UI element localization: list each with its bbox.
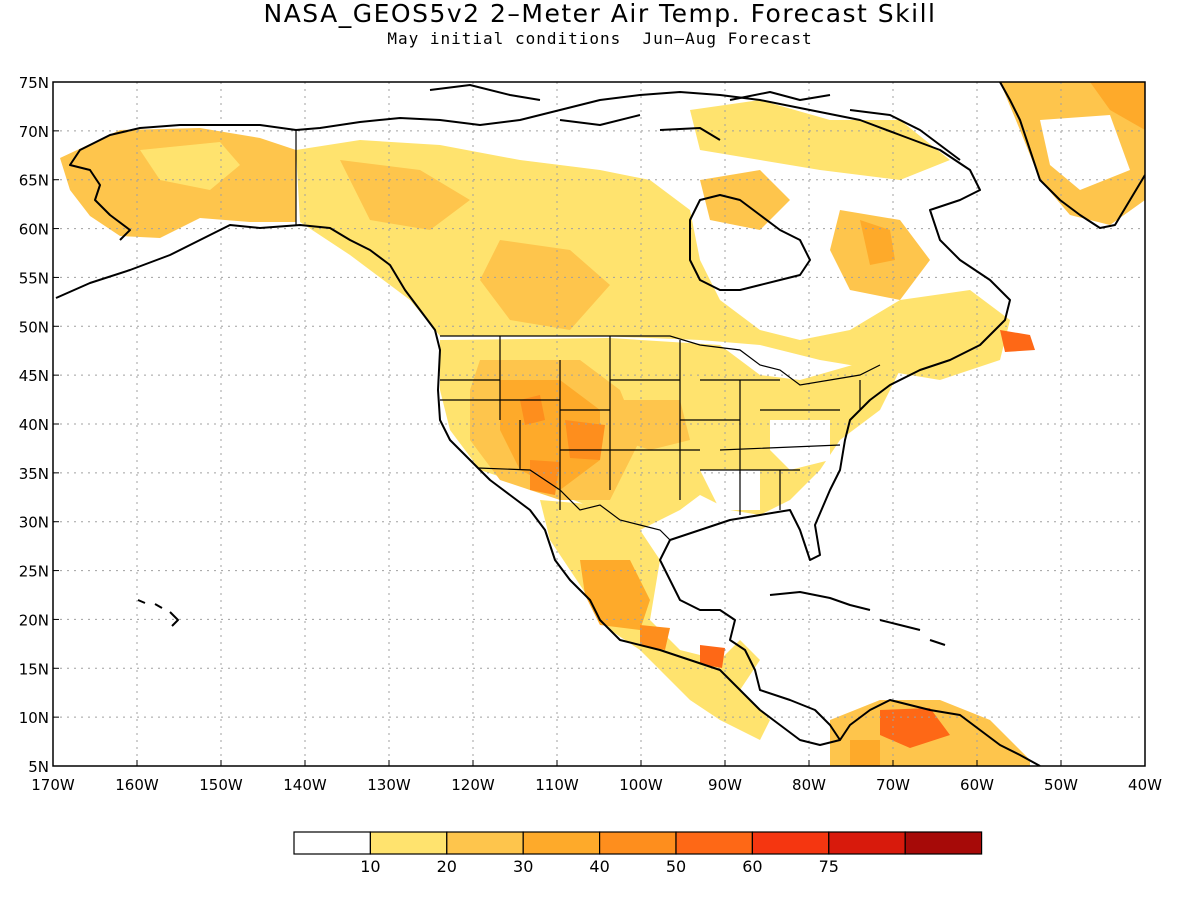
conus-skill-region <box>440 338 900 530</box>
colorbar-label: 10 <box>360 857 380 876</box>
arctic-islands <box>429 84 961 161</box>
colorbar-swatch <box>828 831 906 855</box>
lat-tick-label: 5N <box>28 758 49 776</box>
canada-skill-region <box>296 100 1035 380</box>
lat-tick-label: 65N <box>19 172 49 190</box>
lon-tick-label: 50W <box>1044 776 1078 794</box>
lat-tick-label: 25N <box>19 563 49 581</box>
lon-tick-label: 120W <box>451 776 495 794</box>
lat-tick-label: 75N <box>19 74 49 92</box>
colorbar-swatch <box>598 831 677 855</box>
lat-tick-label: 60N <box>19 221 49 239</box>
colorbar-label: 20 <box>437 857 457 876</box>
south-america-coastline <box>839 699 1041 766</box>
lon-tick-label: 40W <box>1128 776 1162 794</box>
lon-tick-label: 100W <box>619 776 663 794</box>
us-state-lines <box>440 336 861 515</box>
map-subtitle: May initial conditions Jun–Aug Forecast <box>387 29 813 48</box>
lon-tick-label: 160W <box>115 776 159 794</box>
lat-tick-label: 10N <box>19 709 49 727</box>
longitude-labels: 170W 160W 150W 140W 130W 120W 110W 100W 90W 80W 70… <box>31 760 1162 794</box>
lat-tick-label: 45N <box>19 367 49 385</box>
lon-tick-label: 80W <box>792 776 826 794</box>
mexico-skill-region <box>540 500 770 740</box>
lat-tick-label: 55N <box>19 269 49 287</box>
map-title: NASA_GEOS5v2 2–Meter Air Temp. Forecast … <box>263 0 937 28</box>
lon-tick-label: 140W <box>283 776 327 794</box>
colorbar: 10 20 30 40 50 60 75 <box>293 831 983 876</box>
alaska-skill-region <box>60 128 296 238</box>
lon-tick-label: 170W <box>31 776 75 794</box>
us-mexico-border <box>477 467 671 541</box>
colorbar-swatch <box>446 831 524 855</box>
colorbar-swatch <box>522 831 601 855</box>
colorbar-label: 75 <box>819 857 839 876</box>
lat-tick-label: 70N <box>19 123 49 141</box>
colorbar-swatch <box>904 831 983 855</box>
greenland-skill-region <box>1000 82 1145 225</box>
lon-tick-label: 90W <box>708 776 742 794</box>
south-america-skill-region <box>830 700 1030 766</box>
colorbar-label: 50 <box>666 857 686 876</box>
colorbar-swatch <box>751 831 830 855</box>
lon-tick-label: 60W <box>960 776 994 794</box>
lat-tick-label: 40N <box>19 416 49 434</box>
hudson-bay-coastline <box>689 194 811 291</box>
colorbar-label: 30 <box>513 857 533 876</box>
lon-tick-label: 130W <box>367 776 411 794</box>
coastlines <box>55 82 1145 766</box>
political-borders <box>295 130 881 541</box>
lat-tick-label: 20N <box>19 611 49 629</box>
lon-tick-label: 110W <box>535 776 579 794</box>
greenland-coastline <box>999 82 1145 229</box>
us-canada-border <box>440 335 881 386</box>
skill-shading <box>60 82 1145 766</box>
lon-tick-label: 70W <box>876 776 910 794</box>
lat-tick-label: 35N <box>19 465 49 483</box>
latitude-labels: 75N 70N 65N 60N 55N 50N 45N 40N 35N 30N 25N 20N 15N 1… <box>19 74 59 776</box>
caribbean-islands <box>769 591 946 646</box>
lat-tick-label: 50N <box>19 318 49 336</box>
colorbar-swatch <box>369 831 448 855</box>
lat-tick-label: 15N <box>19 660 49 678</box>
north-america-coastline <box>55 91 1011 746</box>
colorbar-label: 60 <box>742 857 762 876</box>
colorbar-swatch <box>675 831 754 855</box>
colorbar-label: 40 <box>589 857 609 876</box>
lon-tick-label: 150W <box>199 776 243 794</box>
lat-tick-label: 30N <box>19 514 49 532</box>
hawaii-islands <box>137 599 179 627</box>
colorbar-swatch <box>293 831 372 855</box>
